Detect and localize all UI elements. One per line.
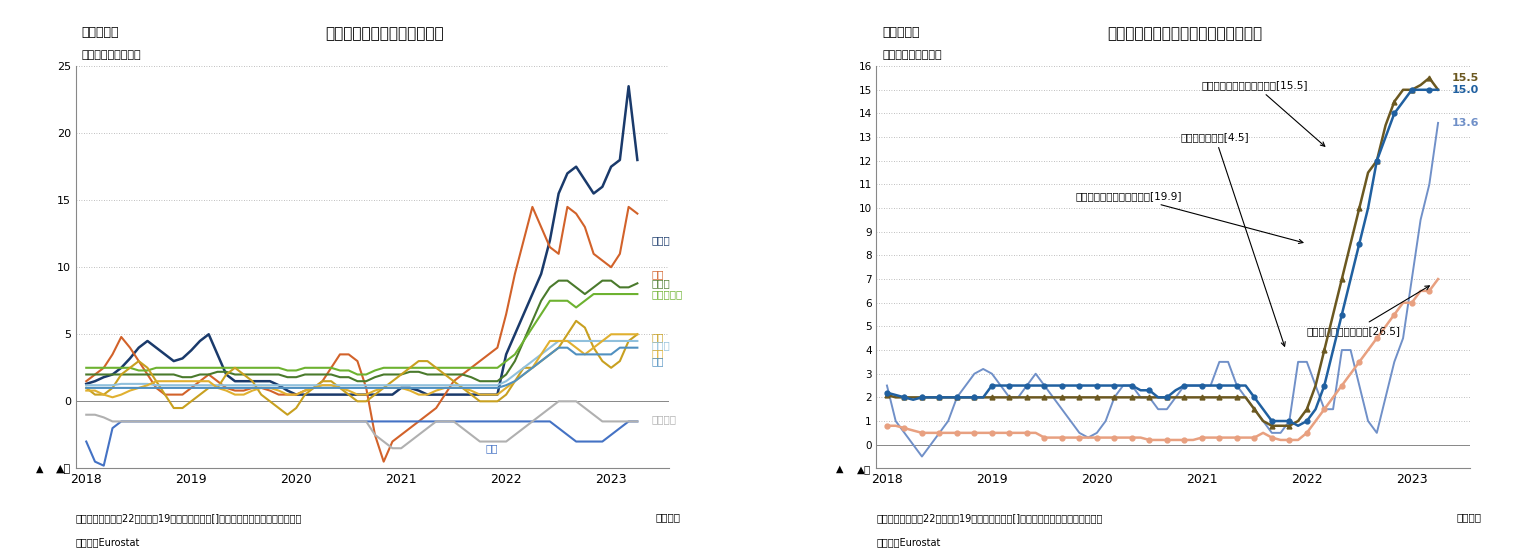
Text: うち加工食品・アルコール[15.5]: うち加工食品・アルコール[15.5] — [1201, 80, 1324, 146]
Text: （資料）Eurostat: （資料）Eurostat — [76, 537, 139, 547]
Text: 飲食料（アルコール含む）[19.9]: 飲食料（アルコール含む）[19.9] — [1076, 191, 1303, 244]
Text: （図表３）: （図表３） — [82, 26, 120, 39]
Text: （注）ユーロ圈は22年までは19か国のデータ、[]内は総合指数に対するウェイト: （注）ユーロ圈は22年までは19か国のデータ、[]内は総合指数に対するウェイト — [76, 512, 301, 522]
Text: 外食・宿泊: 外食・宿泊 — [651, 289, 682, 299]
Text: （前年同月比、％）: （前年同月比、％） — [882, 50, 942, 60]
Text: （図表４）: （図表４） — [882, 26, 920, 39]
Text: 13.6: 13.6 — [1451, 118, 1479, 128]
Text: （月次）: （月次） — [1456, 512, 1482, 522]
Text: 衣類: 衣類 — [651, 348, 664, 358]
Text: 輸送: 輸送 — [651, 269, 664, 279]
Text: 情報通信: 情報通信 — [651, 414, 676, 424]
Text: うち未加工食品[4.5]: うち未加工食品[4.5] — [1180, 132, 1285, 346]
Text: 光熱費: 光熱費 — [651, 235, 670, 245]
Text: （資料）Eurostat: （資料）Eurostat — [877, 537, 941, 547]
Text: 家具類: 家具類 — [651, 278, 670, 288]
Text: 教育: 教育 — [485, 443, 497, 453]
Text: （前年同月比、％）: （前年同月比、％） — [82, 50, 141, 60]
Text: ユーロ圈の費目別物価上昇率: ユーロ圈の費目別物価上昇率 — [324, 26, 444, 41]
Text: その他: その他 — [651, 340, 670, 350]
Text: ▲: ▲ — [836, 463, 844, 473]
Text: （注）ユーロ圈は22年までは19か国のデータ、[]内は総合指数に対するウェイト: （注）ユーロ圈は22年までは19か国のデータ、[]内は総合指数に対するウェイト — [877, 512, 1103, 522]
Text: ▲: ▲ — [36, 463, 42, 473]
Text: （月次）: （月次） — [656, 512, 680, 522]
Text: 15.0: 15.0 — [1451, 85, 1479, 95]
Text: 財（エネルギー除く）[26.5]: 財（エネルギー除く）[26.5] — [1307, 286, 1429, 336]
Text: 15.5: 15.5 — [1451, 73, 1479, 83]
Text: ユーロ圈の飲食料価格の上昇率と内訳: ユーロ圈の飲食料価格の上昇率と内訳 — [1107, 26, 1262, 41]
Text: 娯楽: 娯楽 — [651, 332, 664, 342]
Text: 医療: 医療 — [651, 356, 664, 366]
